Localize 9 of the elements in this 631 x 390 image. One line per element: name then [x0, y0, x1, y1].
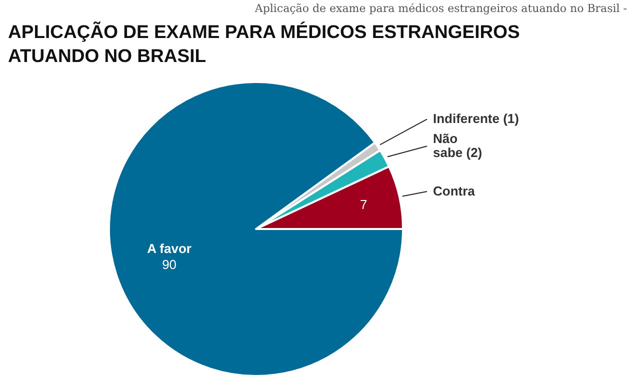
pie-slice — [108, 81, 404, 377]
slice-label: Indiferente (1) — [433, 111, 519, 126]
slice-label: A favor — [147, 241, 192, 256]
chart-title: APLICAÇÃO DE EXAME PARA MÉDICOS ESTRANGEIROS ATUANDO NO BRASIL — [8, 21, 520, 66]
text: Aplicação de exame para médicos estrangeiros atuando no Brasil - — [254, 2, 628, 15]
slice-label: Contra — [433, 183, 476, 198]
data-label: 90 — [162, 257, 177, 272]
slice-label: Não sabe (2) — [433, 131, 482, 160]
data-label: 7 — [360, 196, 368, 212]
